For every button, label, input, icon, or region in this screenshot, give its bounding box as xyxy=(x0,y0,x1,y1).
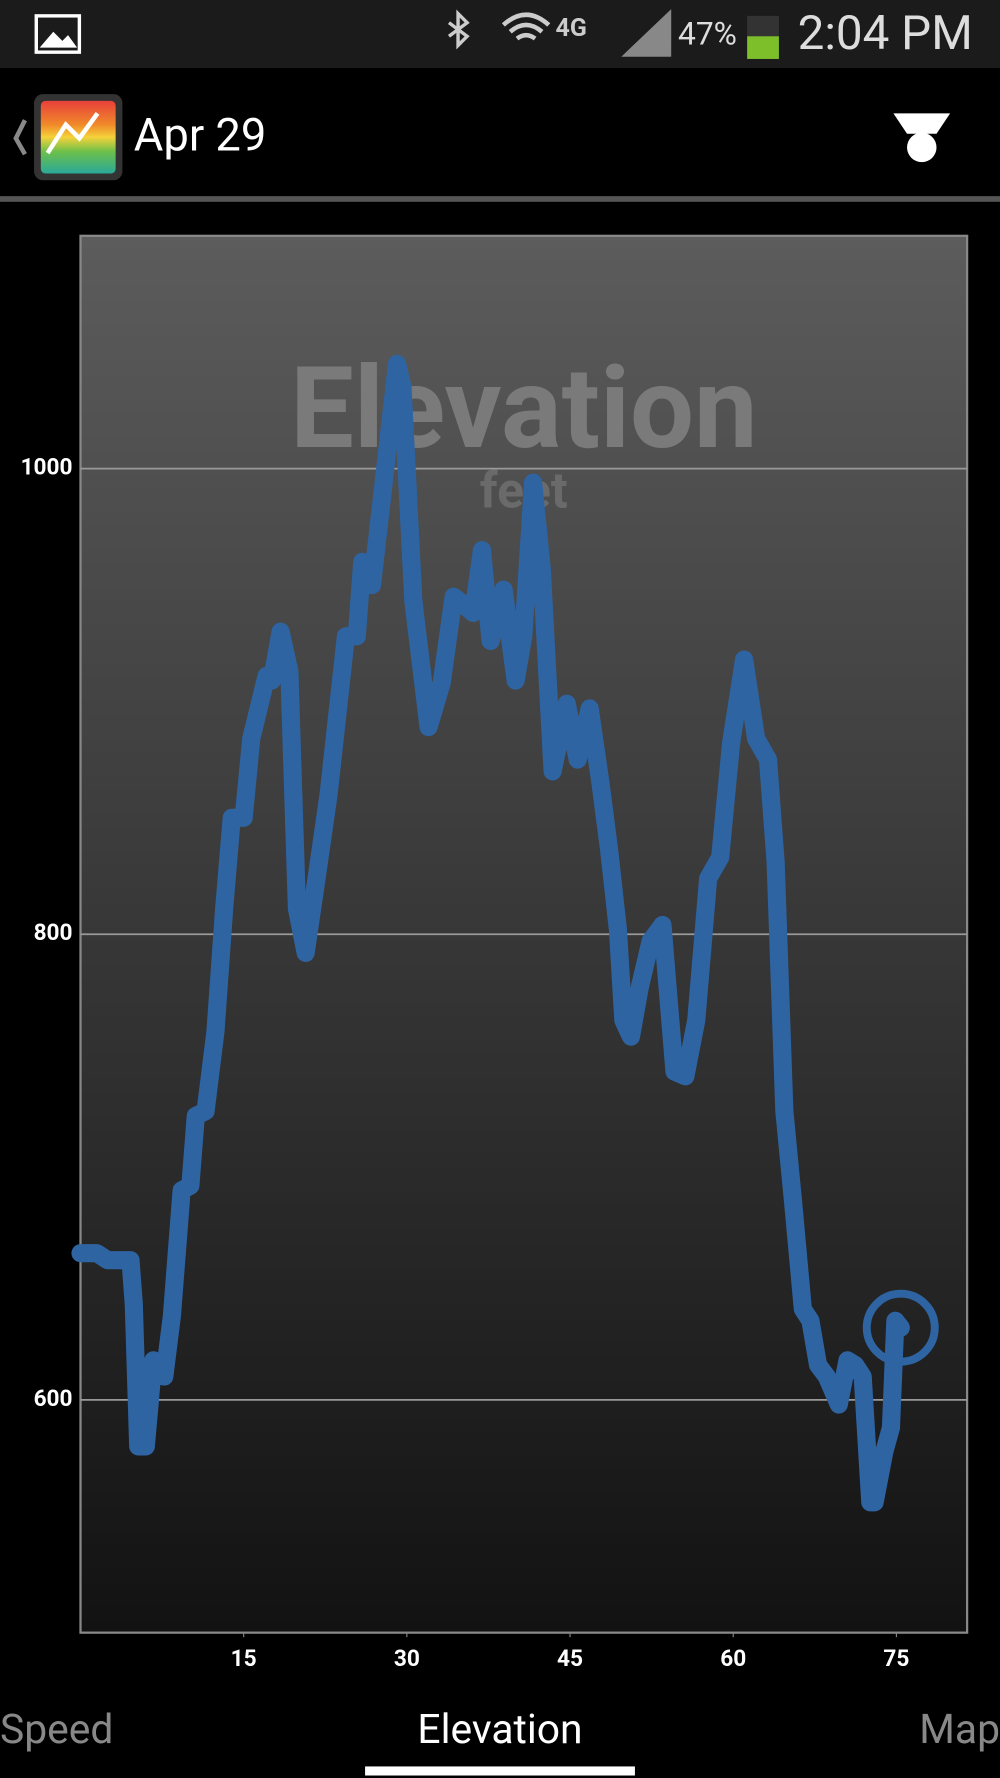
x-tick-label: 60 xyxy=(720,1645,746,1672)
bluetooth-icon xyxy=(447,9,470,50)
x-tick-label: 15 xyxy=(231,1645,257,1672)
tab[interactable]: Speed xyxy=(0,1705,113,1753)
clock: 2:04 PM xyxy=(798,5,973,61)
x-tick-label: 75 xyxy=(883,1645,909,1672)
page-title: Apr 29 xyxy=(134,109,267,162)
gallery-icon xyxy=(34,14,82,54)
tab-indicator xyxy=(365,1766,635,1776)
gallery-icon-shape xyxy=(39,31,78,48)
divider xyxy=(0,196,1000,202)
action-icon[interactable] xyxy=(893,113,951,134)
x-tick-label: 30 xyxy=(394,1645,420,1672)
action-icon-circle[interactable] xyxy=(907,132,937,163)
wifi-icon xyxy=(501,12,551,41)
y-tick-label: 600 xyxy=(34,1385,73,1412)
tab[interactable]: Map xyxy=(919,1705,1000,1753)
y-tick-label: 800 xyxy=(34,919,73,946)
signal-icon xyxy=(621,9,672,57)
battery-percent: 47% xyxy=(678,16,737,53)
back-arrow[interactable] xyxy=(13,119,27,156)
x-tick-label: 45 xyxy=(557,1645,583,1672)
network-icon: 4G xyxy=(556,14,587,43)
battery-level xyxy=(747,36,779,59)
app-icon-line xyxy=(45,112,100,155)
current-position xyxy=(862,1289,939,1366)
tab-active[interactable]: Elevation xyxy=(417,1705,582,1753)
elevation-line xyxy=(71,354,910,1512)
y-tick-label: 1000 xyxy=(21,454,73,481)
status-bar xyxy=(0,0,1000,69)
chart-title: Elevation xyxy=(290,342,757,475)
